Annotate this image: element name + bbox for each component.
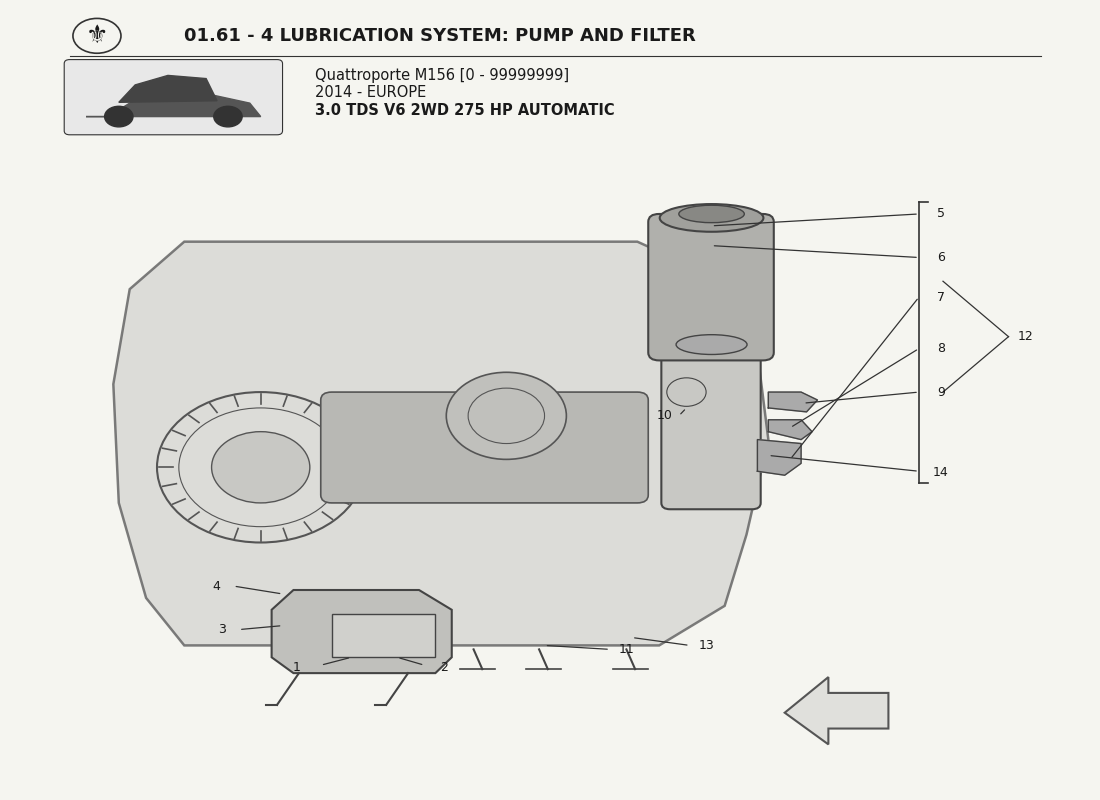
Polygon shape (272, 590, 452, 673)
Text: 11: 11 (618, 643, 635, 656)
Text: 13: 13 (698, 639, 714, 652)
Polygon shape (119, 75, 217, 102)
Polygon shape (784, 677, 889, 744)
FancyBboxPatch shape (648, 214, 773, 361)
Circle shape (447, 372, 566, 459)
Text: 4: 4 (212, 579, 220, 593)
Circle shape (213, 106, 242, 127)
Polygon shape (768, 420, 812, 439)
Ellipse shape (679, 206, 745, 222)
Polygon shape (758, 439, 801, 475)
Text: 14: 14 (933, 466, 948, 479)
Text: 2: 2 (440, 661, 448, 674)
Text: 01.61 - 4 LUBRICATION SYSTEM: PUMP AND FILTER: 01.61 - 4 LUBRICATION SYSTEM: PUMP AND F… (185, 27, 696, 45)
Text: 8: 8 (937, 342, 945, 355)
Text: 2014 - EUROPE: 2014 - EUROPE (316, 86, 427, 100)
Circle shape (211, 432, 310, 503)
Text: Quattroporte M156 [0 - 99999999]: Quattroporte M156 [0 - 99999999] (316, 68, 570, 83)
Text: 3.0 TDS V6 2WD 275 HP AUTOMATIC: 3.0 TDS V6 2WD 275 HP AUTOMATIC (316, 102, 615, 118)
Text: 6: 6 (937, 251, 945, 264)
Text: 12: 12 (1018, 330, 1033, 343)
Circle shape (104, 106, 133, 127)
Text: 7: 7 (937, 290, 945, 303)
Polygon shape (86, 89, 261, 117)
FancyBboxPatch shape (321, 392, 648, 503)
Text: 9: 9 (937, 386, 945, 398)
FancyBboxPatch shape (661, 322, 761, 510)
Text: ⚜: ⚜ (86, 24, 108, 48)
Text: 3: 3 (219, 623, 227, 636)
Text: 5: 5 (937, 207, 945, 221)
Bar (332, 614, 436, 658)
Ellipse shape (660, 204, 763, 232)
FancyBboxPatch shape (64, 59, 283, 134)
Polygon shape (113, 242, 768, 646)
Polygon shape (768, 392, 817, 412)
Ellipse shape (676, 334, 747, 354)
Text: 10: 10 (657, 410, 672, 422)
Text: 1: 1 (293, 661, 300, 674)
